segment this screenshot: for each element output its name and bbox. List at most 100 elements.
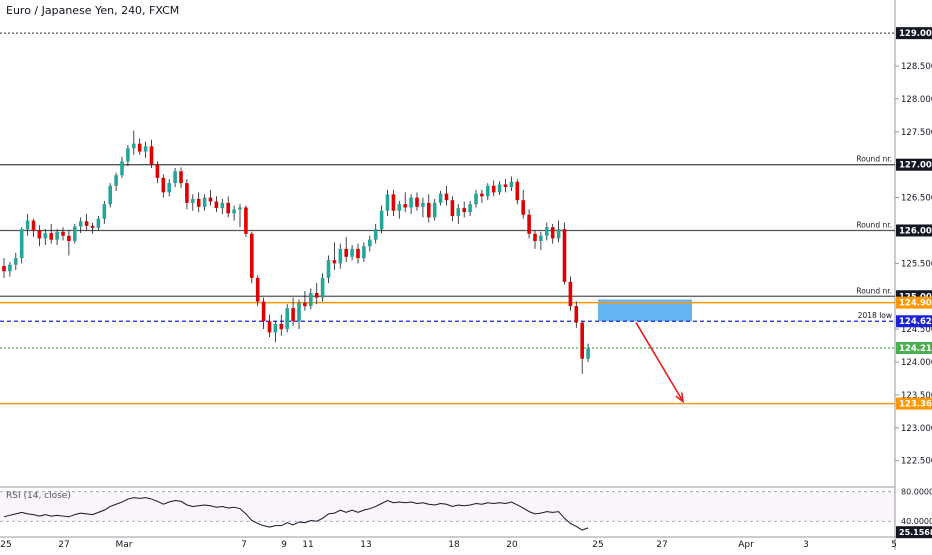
price-level-note: Round nr. <box>856 286 892 295</box>
candle-body <box>185 183 189 203</box>
candle-body <box>586 348 590 359</box>
candle-body <box>326 260 331 278</box>
y-tick-label: 125.500 <box>901 259 932 269</box>
price-level-badge-text: 127.000 <box>899 161 932 171</box>
projection-arrow-line <box>635 322 684 402</box>
price-level-badge-text: 129.000 <box>899 29 932 39</box>
price-level-note: Round nr. <box>856 155 892 164</box>
candle-body <box>244 207 248 234</box>
rsi-level-label: 40.0000 <box>901 517 932 526</box>
candle-body <box>78 221 83 227</box>
candle-body <box>391 194 396 211</box>
candle-body <box>480 193 484 197</box>
price-level-note: Round nr. <box>856 220 892 229</box>
candle-body <box>297 302 301 322</box>
rsi-band-fill <box>0 491 895 522</box>
price-level-note: 2018 low <box>858 311 892 320</box>
price-level-badge-text: 123.368 <box>899 400 932 410</box>
candle-body <box>332 260 337 264</box>
x-tick-label: Mar <box>116 540 133 550</box>
x-tick-label: 27 <box>656 540 667 550</box>
rsi-level-label: 80.0000 <box>901 488 932 497</box>
x-tick-label: 27 <box>58 540 69 550</box>
candle-body <box>273 323 278 333</box>
candle-body <box>556 229 561 239</box>
candle-body <box>350 248 354 257</box>
y-tick-label: 123.500 <box>901 391 932 401</box>
price-level-badge-text: 124.620 <box>899 317 932 327</box>
candle-body <box>132 143 136 149</box>
x-tick-label: 18 <box>448 540 460 550</box>
x-tick-label: 25 <box>0 540 11 550</box>
candle-body <box>539 235 543 242</box>
candle-body <box>191 198 195 203</box>
rsi-current-badge <box>896 526 932 539</box>
candle-body <box>120 161 124 176</box>
price-level-badge <box>896 224 932 237</box>
y-tick-label: 124.500 <box>901 325 932 335</box>
candle-body <box>491 185 496 193</box>
candle-body <box>509 181 514 188</box>
candle-body <box>444 193 449 201</box>
candle-body <box>421 202 425 207</box>
candle-body <box>267 321 272 333</box>
candle-body <box>37 230 42 239</box>
candle-body <box>226 202 230 214</box>
rsi-line <box>3 497 589 531</box>
candle-body <box>356 248 360 259</box>
candle-body <box>314 292 319 298</box>
candle-body <box>486 185 490 197</box>
candle-body <box>450 200 455 217</box>
candle-body <box>90 225 95 228</box>
candle-body <box>220 202 225 209</box>
y-tick-label: 128.000 <box>901 95 932 105</box>
candle-body <box>73 226 77 242</box>
y-tick-label: 122.500 <box>901 457 932 467</box>
candle-body <box>368 239 372 247</box>
candle-body <box>25 220 30 230</box>
projection-arrow-head <box>675 392 685 404</box>
candle-body <box>574 306 579 323</box>
candle-body <box>102 204 107 219</box>
candle-body <box>61 231 65 236</box>
price-level-badge <box>896 296 932 309</box>
candle-body <box>362 246 366 259</box>
x-tick-label: 25 <box>592 540 603 550</box>
candle-body <box>320 277 325 298</box>
candle-body <box>8 264 12 272</box>
x-tick-label: 7 <box>241 540 247 550</box>
candle-body <box>580 322 584 359</box>
price-level-badge-text: 124.903 <box>899 299 932 309</box>
candle-body <box>291 308 295 322</box>
candle-body <box>143 146 148 152</box>
candle-body <box>250 233 254 278</box>
candle-body <box>14 258 18 265</box>
candle-body <box>303 302 307 307</box>
candle-body <box>167 183 171 193</box>
candle-body <box>261 301 266 322</box>
candle-body <box>344 248 348 257</box>
candle-body <box>55 231 59 240</box>
candle-body <box>515 181 520 201</box>
candle-body <box>545 227 549 236</box>
candle-body <box>161 177 166 193</box>
candle-body <box>96 218 101 228</box>
candle-body <box>255 277 260 302</box>
supply-zone-box <box>598 299 692 322</box>
candle-body <box>173 171 177 184</box>
candle-body <box>208 197 213 202</box>
x-tick-label: 13 <box>360 540 371 550</box>
candle-body <box>238 207 242 210</box>
candle-body <box>214 201 219 209</box>
candle-body <box>415 197 419 207</box>
rsi-title: RSI (14, close) <box>6 491 71 501</box>
x-tick-label: 20 <box>506 540 518 550</box>
candle-body <box>137 143 142 152</box>
candle-body <box>521 200 525 215</box>
x-tick-label: 5 <box>891 540 897 550</box>
y-tick-label: 124.000 <box>901 358 932 368</box>
candle-body <box>232 209 236 214</box>
